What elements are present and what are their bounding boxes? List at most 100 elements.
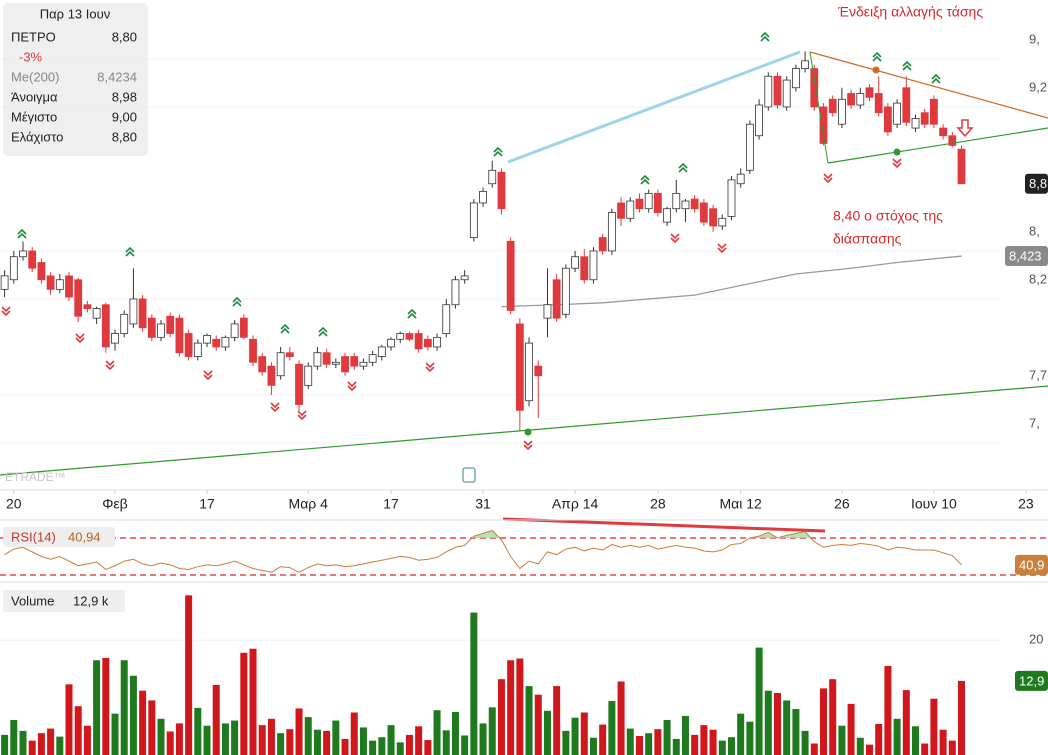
annotation: διάσπασης [833, 231, 902, 247]
y-tick-label: 8, [1029, 223, 1040, 238]
volume-bar [332, 720, 340, 755]
volume-bar [470, 612, 478, 755]
candle-body [653, 192, 662, 213]
trend-line [809, 51, 1048, 119]
fractal-down [347, 381, 357, 392]
volume-bar [755, 647, 763, 755]
volume-bar [902, 690, 910, 755]
volume-bar [700, 725, 708, 755]
ma-label-box [1005, 246, 1048, 267]
volume-bar [56, 736, 64, 755]
volume-bar [424, 740, 432, 755]
info-ma-label: Me(200) [11, 69, 59, 84]
candle-body [175, 317, 184, 354]
fractal-up [872, 51, 882, 62]
candle-body [773, 75, 782, 106]
volume-bar [635, 736, 643, 755]
fractal-down [297, 410, 307, 421]
candle-body [791, 68, 800, 89]
volume-bar [185, 595, 193, 755]
volume-bar [507, 660, 515, 755]
candle-body [313, 352, 322, 367]
volume-bar [884, 665, 892, 755]
candle-body [368, 354, 377, 363]
y-tick-label: 7,7 [1029, 367, 1047, 382]
volume-bar [608, 701, 616, 755]
fractal-up [902, 60, 912, 71]
volume-bar [543, 710, 551, 755]
candle-body [856, 93, 865, 106]
volume-bar [912, 726, 920, 755]
fractal-up [232, 296, 242, 307]
candle-body [957, 148, 966, 185]
candle-body [37, 262, 46, 281]
volume-bar [111, 713, 119, 755]
info-date: Παρ 13 Ιουν [40, 6, 110, 21]
volume-bar [810, 743, 818, 755]
candle-body [0, 275, 9, 290]
candle-body [571, 256, 579, 269]
candle-body [930, 98, 938, 125]
volume-bar [479, 723, 487, 755]
info-box [3, 3, 148, 156]
candle-body [433, 336, 441, 348]
candle-body [801, 60, 809, 69]
volume-bar [764, 690, 772, 755]
x-tick-label: 26 [834, 496, 850, 512]
info-label: Μέγιστο [11, 109, 57, 124]
fractal-up [493, 146, 503, 157]
candle-body [387, 338, 395, 348]
anchor-dot [524, 428, 532, 436]
candle-body [83, 304, 92, 309]
candle-body [506, 240, 515, 311]
candle-body [295, 363, 303, 405]
fractal-down [670, 233, 680, 244]
volume-bar [120, 660, 128, 755]
candle-body [9, 256, 18, 281]
volume-bar [405, 734, 413, 755]
volume-bar [451, 711, 459, 755]
volume-bar [893, 718, 901, 755]
volume-bar [497, 679, 505, 755]
volume-bar [709, 729, 717, 755]
volume-bar [553, 686, 561, 755]
candle-body [377, 346, 386, 357]
candle-body [92, 308, 101, 319]
volume-bar [37, 733, 45, 755]
candle-body [193, 342, 202, 357]
annotation: Ένδειξη αλλαγής τάσης [837, 4, 983, 20]
x-tick-label: 31 [475, 496, 491, 512]
fractal-down [270, 402, 280, 413]
volume-bar [718, 740, 726, 755]
volume-bar [681, 715, 689, 755]
candle-body [304, 365, 313, 386]
candle-body [699, 202, 708, 223]
fractal-up [407, 308, 417, 319]
volume-bar [516, 658, 524, 755]
x-tick-label: 17 [199, 496, 215, 512]
candle-body [690, 198, 699, 210]
volume-bar [387, 725, 395, 755]
volume-bar [819, 688, 827, 755]
fractal-up [678, 162, 688, 173]
candle-body [828, 98, 837, 114]
volume-bar [562, 730, 570, 755]
volume-bar [212, 684, 220, 755]
volume-bar [313, 729, 321, 755]
info-label: Ελάχιστο [11, 129, 63, 144]
candle-body [764, 75, 773, 108]
candle-body [874, 93, 883, 114]
volume-bar [28, 740, 36, 755]
volume-bar [65, 684, 73, 755]
volume-label-box [1015, 670, 1048, 691]
x-tick-label: 17 [383, 496, 399, 512]
candle-body [755, 104, 763, 137]
candle-body [396, 333, 405, 340]
candle-body [847, 93, 855, 106]
rsi-line [4, 530, 962, 573]
x-tick-label: Μαρ 4 [289, 496, 329, 512]
fractal-up [640, 174, 650, 185]
candle-body [469, 202, 478, 238]
info-label: Άνοιγμα [11, 89, 58, 104]
